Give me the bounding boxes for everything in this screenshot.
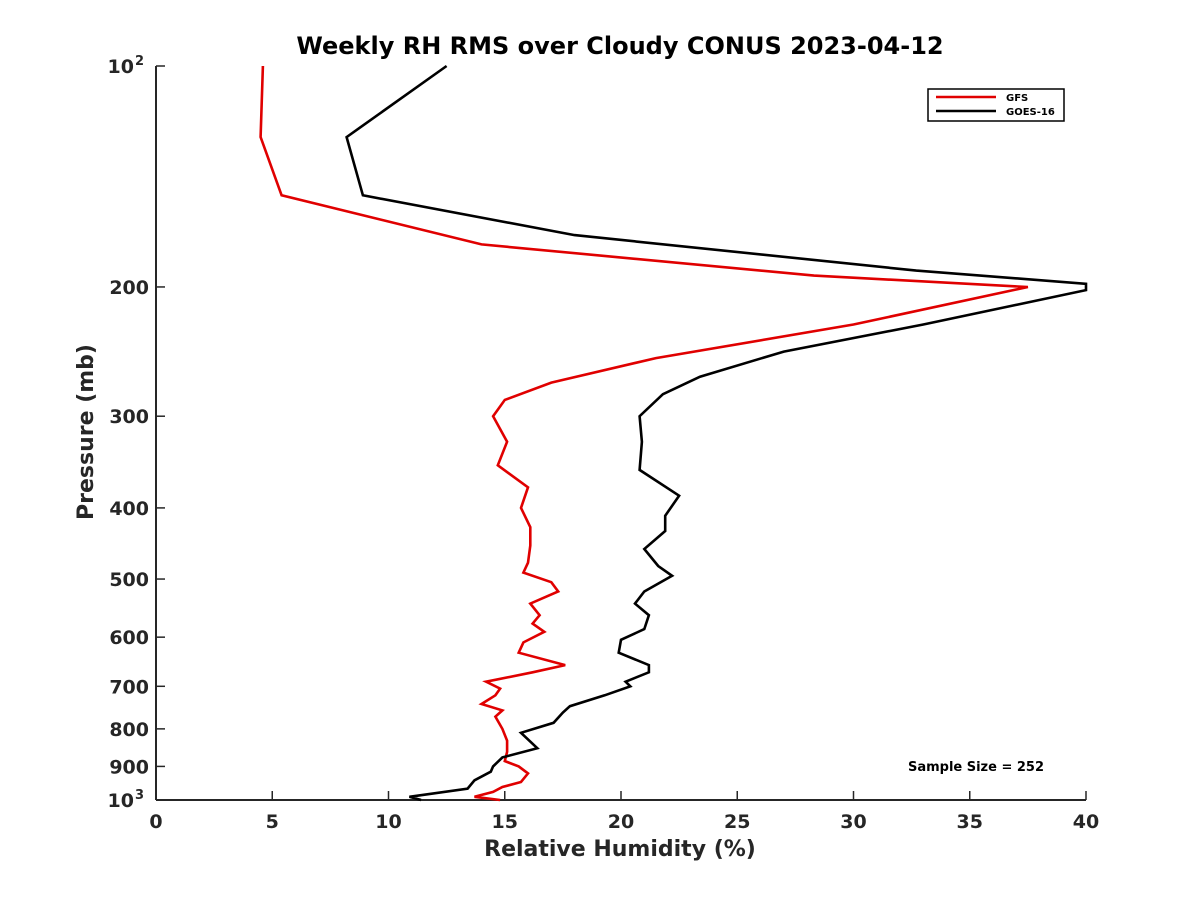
- legend: GFS GOES-16: [927, 88, 1065, 122]
- y-tick-label: 10: [108, 56, 134, 78]
- y-tick-label: 800: [109, 719, 149, 741]
- y-tick-exponent: 2: [135, 54, 144, 69]
- x-tick-label: 20: [608, 811, 634, 833]
- x-tick-label: 5: [266, 811, 279, 833]
- series-line-goes16: [345, 64, 1088, 802]
- y-tick-label: 200: [109, 277, 149, 299]
- y-tick-label: 300: [109, 406, 149, 428]
- legend-label-goes16: GOES-16: [1006, 107, 1055, 118]
- y-tick-label: 500: [109, 569, 149, 591]
- series-layer: [259, 64, 1088, 802]
- x-tick-label: 10: [375, 811, 401, 833]
- y-tick-label: 900: [109, 756, 149, 778]
- legend-label-gfs: GFS: [1006, 93, 1028, 104]
- x-axis-label: Relative Humidity (%): [484, 837, 756, 862]
- legend-box: [927, 88, 1065, 122]
- y-tick-exponent: 3: [135, 788, 144, 803]
- y-tick-label: 10: [108, 790, 134, 812]
- x-tick-label: 40: [1073, 811, 1099, 833]
- x-tick-label: 35: [957, 811, 983, 833]
- y-axis-label: Pressure (mb): [74, 344, 99, 520]
- y-tick-label: 400: [109, 498, 149, 520]
- y-tick-label: 600: [109, 627, 149, 649]
- chart-title: Weekly RH RMS over Cloudy CONUS 2023-04-…: [296, 32, 943, 60]
- y-tick-label: 700: [109, 676, 149, 698]
- sample-size-note: Sample Size = 252: [908, 760, 1044, 775]
- x-tick-label: 0: [149, 811, 162, 833]
- x-tick-label: 25: [724, 811, 750, 833]
- x-tick-label: 15: [492, 811, 518, 833]
- x-tick-label: 30: [840, 811, 866, 833]
